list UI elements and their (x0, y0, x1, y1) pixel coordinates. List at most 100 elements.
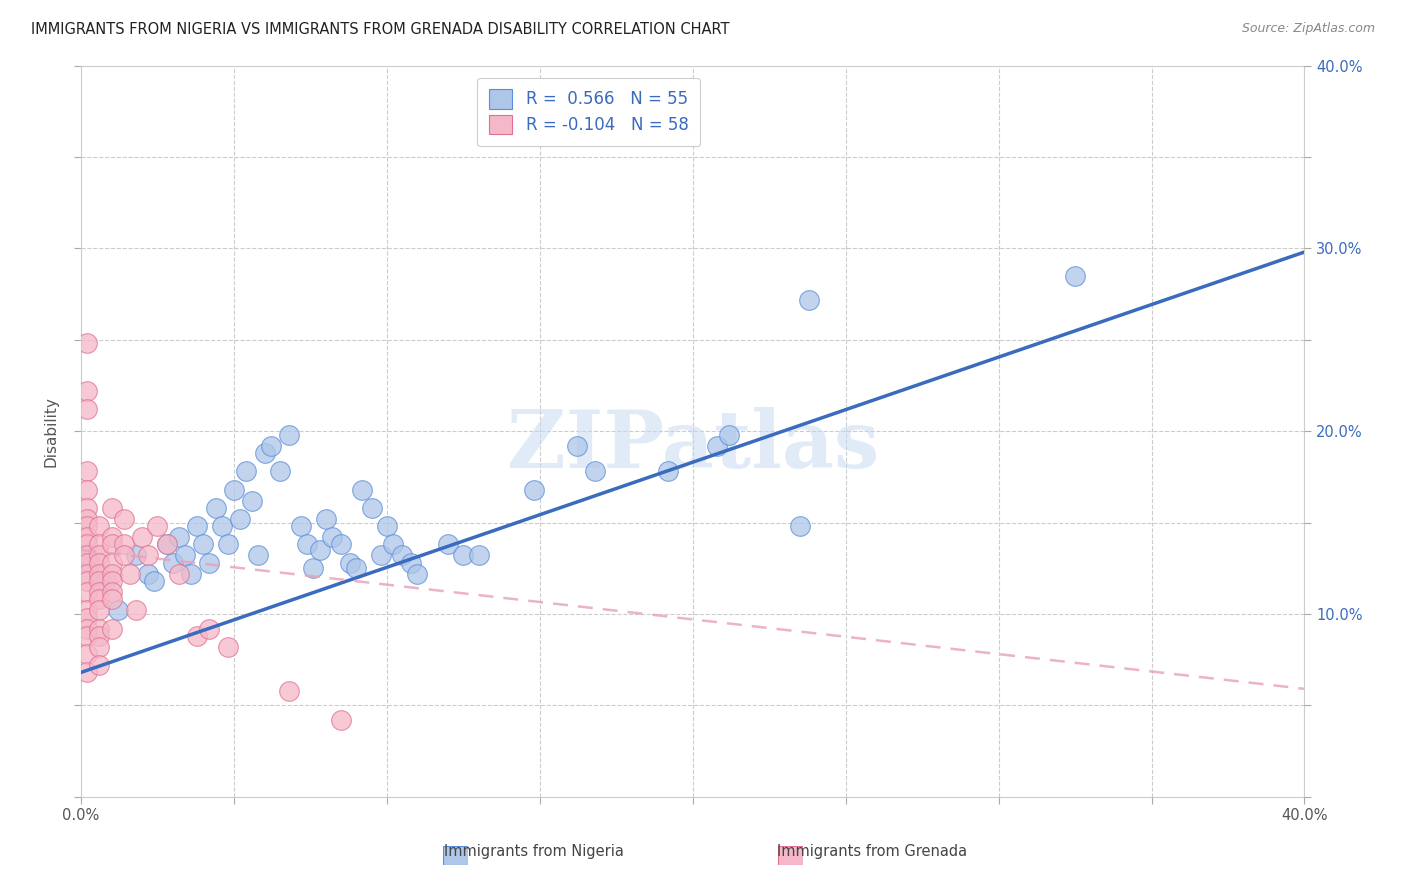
Point (118, 566, 141, 581)
Point (211, 519, 233, 533)
Point (330, 537, 353, 551)
Point (453, 549, 475, 563)
Point (125, 549, 148, 563)
Point (253, 446, 276, 460)
Point (89, 556, 111, 570)
Point (112, 512, 135, 526)
Point (352, 483, 374, 497)
Point (162, 556, 184, 570)
Point (76, 464, 98, 478)
Point (382, 537, 405, 551)
Point (278, 683, 301, 698)
Point (308, 543, 330, 558)
Point (290, 519, 312, 533)
Point (76, 549, 98, 563)
Point (76, 512, 98, 526)
Point (583, 464, 606, 478)
Point (330, 713, 353, 727)
Point (391, 549, 413, 563)
Point (112, 549, 135, 563)
Point (76, 574, 98, 588)
Point (297, 537, 319, 551)
Point (156, 537, 179, 551)
Point (344, 561, 367, 575)
Point (89, 640, 111, 654)
Point (125, 603, 148, 617)
Point (315, 512, 337, 526)
Point (174, 549, 197, 563)
Point (401, 556, 423, 570)
Point (797, 293, 820, 307)
Point (186, 519, 208, 533)
Point (76, 585, 98, 599)
Point (229, 512, 252, 526)
Point (89, 574, 111, 588)
Point (76, 603, 98, 617)
Point (89, 585, 111, 599)
Point (657, 464, 679, 478)
Point (100, 530, 122, 544)
Point (156, 537, 179, 551)
Point (107, 603, 129, 617)
Point (100, 500, 122, 515)
Point (76, 500, 98, 515)
Point (198, 556, 221, 570)
Y-axis label: Disability: Disability (44, 396, 58, 467)
Point (89, 603, 111, 617)
Text: ZIPatlas: ZIPatlas (506, 407, 879, 484)
Point (167, 530, 190, 544)
Point (76, 610, 98, 624)
Point (260, 439, 283, 453)
Point (76, 384, 98, 398)
Point (76, 537, 98, 551)
Text: IMMIGRANTS FROM NIGERIA VS IMMIGRANTS FROM GRENADA DISABILITY CORRELATION CHART: IMMIGRANTS FROM NIGERIA VS IMMIGRANTS FR… (31, 22, 730, 37)
Point (136, 549, 159, 563)
Point (360, 500, 382, 515)
Text: Source: ZipAtlas.com: Source: ZipAtlas.com (1241, 22, 1375, 36)
Point (100, 566, 122, 581)
Point (375, 519, 398, 533)
Point (406, 566, 429, 581)
Point (89, 592, 111, 607)
Point (76, 556, 98, 570)
Point (167, 566, 190, 581)
Point (89, 622, 111, 636)
Point (269, 464, 291, 478)
Point (112, 537, 135, 551)
Point (789, 519, 811, 533)
Point (100, 574, 122, 588)
Point (193, 537, 215, 551)
Legend: R =  0.566   N = 55, R = -0.104   N = 58: R = 0.566 N = 55, R = -0.104 N = 58 (477, 78, 700, 146)
Point (100, 537, 122, 551)
Text: Immigrants from Nigeria: Immigrants from Nigeria (444, 845, 624, 859)
Point (76, 566, 98, 581)
Point (718, 427, 741, 442)
Point (131, 530, 153, 544)
Point (76, 483, 98, 497)
Point (217, 640, 239, 654)
Point (76, 629, 98, 643)
Point (76, 647, 98, 661)
Point (198, 622, 221, 636)
Point (523, 483, 546, 497)
Point (100, 592, 122, 607)
Point (247, 549, 270, 563)
Point (100, 622, 122, 636)
Point (302, 561, 325, 575)
Point (89, 658, 111, 673)
Point (467, 549, 489, 563)
Point (143, 574, 166, 588)
Point (180, 566, 202, 581)
Point (76, 336, 98, 351)
Point (89, 629, 111, 643)
Point (222, 483, 245, 497)
Point (76, 402, 98, 417)
Point (1064, 268, 1087, 283)
Point (100, 585, 122, 599)
Point (321, 530, 343, 544)
Point (706, 439, 728, 453)
Point (76, 622, 98, 636)
Point (136, 566, 159, 581)
Point (235, 464, 257, 478)
Point (146, 519, 169, 533)
